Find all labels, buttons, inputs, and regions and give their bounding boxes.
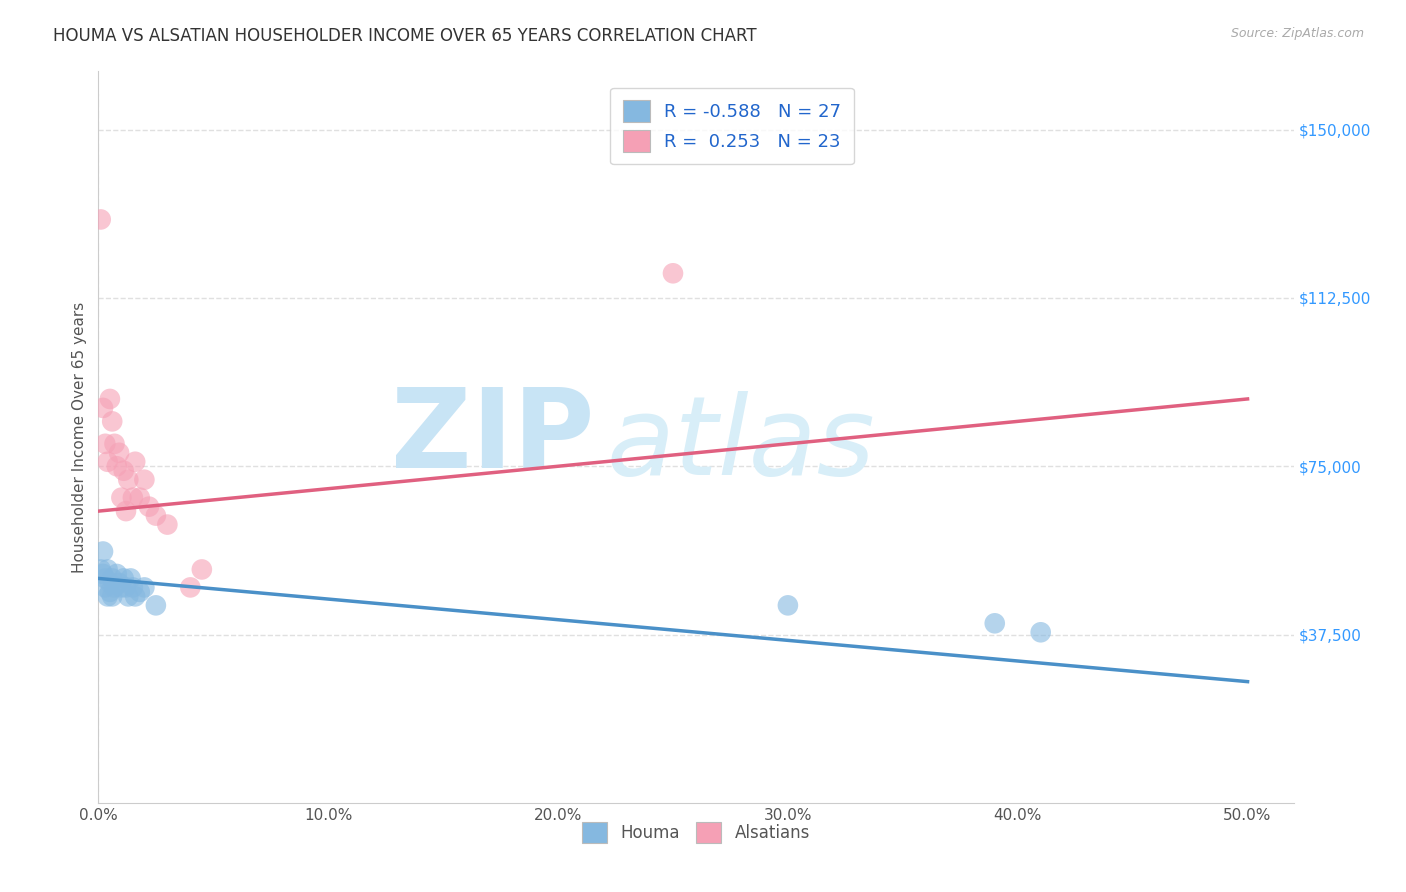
- Point: [984, 616, 1007, 631]
- Point: [91, 401, 114, 415]
- Y-axis label: Householder Income Over 65 years: Householder Income Over 65 years: [72, 301, 87, 573]
- Point: [110, 491, 132, 505]
- Point: [91, 566, 114, 581]
- Point: [101, 590, 124, 604]
- Point: [101, 414, 124, 428]
- Text: Source: ZipAtlas.com: Source: ZipAtlas.com: [1230, 27, 1364, 40]
- Point: [112, 571, 135, 585]
- Point: [103, 437, 125, 451]
- Text: atlas: atlas: [606, 391, 875, 498]
- Point: [138, 500, 160, 514]
- Point: [115, 504, 138, 518]
- Text: HOUMA VS ALSATIAN HOUSEHOLDER INCOME OVER 65 YEARS CORRELATION CHART: HOUMA VS ALSATIAN HOUSEHOLDER INCOME OVE…: [53, 27, 756, 45]
- Point: [112, 464, 135, 478]
- Point: [90, 562, 112, 576]
- Point: [145, 599, 167, 613]
- Point: [97, 455, 120, 469]
- Point: [105, 566, 128, 581]
- Point: [124, 455, 146, 469]
- Point: [134, 473, 156, 487]
- Point: [108, 575, 131, 590]
- Point: [122, 581, 145, 595]
- Point: [1029, 625, 1052, 640]
- Point: [98, 585, 121, 599]
- Point: [124, 590, 146, 604]
- Point: [103, 581, 125, 595]
- Point: [115, 581, 138, 595]
- Point: [191, 562, 214, 576]
- Point: [94, 581, 117, 595]
- Text: ZIP: ZIP: [391, 384, 595, 491]
- Point: [105, 459, 128, 474]
- Point: [98, 392, 121, 406]
- Point: [117, 590, 139, 604]
- Point: [128, 491, 150, 505]
- Point: [179, 581, 201, 595]
- Point: [108, 446, 131, 460]
- Point: [134, 581, 156, 595]
- Point: [662, 266, 685, 280]
- Point: [128, 585, 150, 599]
- Point: [156, 517, 179, 532]
- Point: [97, 562, 120, 576]
- Point: [97, 590, 120, 604]
- Point: [90, 212, 112, 227]
- Point: [776, 599, 799, 613]
- Point: [117, 473, 139, 487]
- Point: [101, 571, 124, 585]
- Point: [122, 491, 145, 505]
- Point: [94, 437, 117, 451]
- Legend: Houma, Alsatians: Houma, Alsatians: [575, 815, 817, 849]
- Point: [110, 581, 132, 595]
- Point: [98, 575, 121, 590]
- Point: [145, 508, 167, 523]
- Point: [91, 544, 114, 558]
- Point: [120, 571, 142, 585]
- Point: [94, 571, 117, 585]
